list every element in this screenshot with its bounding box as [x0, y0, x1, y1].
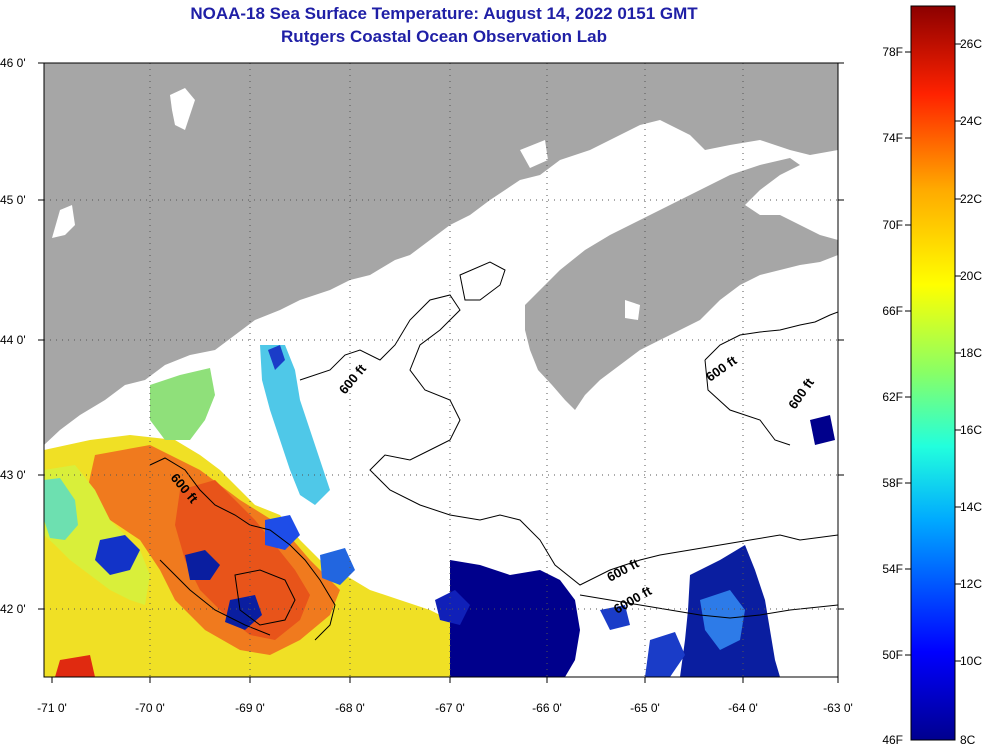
lat-label: 45 0' — [0, 193, 26, 207]
lon-label: -67 0' — [435, 701, 465, 715]
celsius-label: 16C — [960, 423, 982, 437]
lat-label: 46 0' — [0, 56, 26, 70]
lat-label: 42 0' — [0, 602, 26, 616]
lon-label: -68 0' — [335, 701, 365, 715]
celsius-label: 24C — [960, 114, 982, 128]
lon-label: -63 0' — [823, 701, 853, 715]
map-area: 600 ft 600 ft 600 ft 600 ft 600 ft 6000 … — [43, 62, 839, 678]
celsius-label: 20C — [960, 269, 982, 283]
axis-ticks — [38, 62, 844, 683]
bathymetry-contours — [149, 261, 838, 641]
fahrenheit-label: 58F — [882, 476, 903, 490]
lon-label: -70 0' — [135, 701, 165, 715]
sst-cold-region-west — [450, 560, 580, 677]
celsius-label: 18C — [960, 346, 982, 360]
chart-subtitle: Rutgers Coastal Ocean Observation Lab — [281, 27, 607, 46]
fahrenheit-label: 46F — [882, 733, 903, 747]
lon-label: -71 0' — [37, 701, 67, 715]
land-nova-scotia — [525, 158, 838, 410]
lon-label: -64 0' — [728, 701, 758, 715]
celsius-label: 26C — [960, 37, 982, 51]
celsius-label: 22C — [960, 192, 982, 206]
map-frame — [43, 62, 839, 678]
lat-label: 44 0' — [0, 333, 26, 347]
fahrenheit-label: 54F — [882, 562, 903, 576]
fahrenheit-label: 62F — [882, 390, 903, 404]
lon-label: -66 0' — [532, 701, 562, 715]
fahrenheit-label: 70F — [882, 218, 903, 232]
temperature-colorbar: 78F 74F 70F 66F 62F 58F 54F 50F 46F 26C … — [882, 5, 982, 747]
fahrenheit-label: 50F — [882, 648, 903, 662]
land-mainland — [44, 63, 838, 445]
celsius-label: 14C — [960, 500, 982, 514]
chart-title: NOAA-18 Sea Surface Temperature: August … — [190, 4, 698, 23]
lat-label: 43 0' — [0, 468, 26, 482]
celsius-label: 8C — [960, 733, 976, 747]
fahrenheit-label: 66F — [882, 304, 903, 318]
celsius-label: 12C — [960, 577, 982, 591]
lon-label: -69 0' — [235, 701, 265, 715]
fahrenheit-label: 74F — [882, 131, 903, 145]
fahrenheit-label: 78F — [882, 45, 903, 59]
lon-label: -65 0' — [630, 701, 660, 715]
graticule — [44, 63, 838, 677]
celsius-label: 10C — [960, 654, 982, 668]
